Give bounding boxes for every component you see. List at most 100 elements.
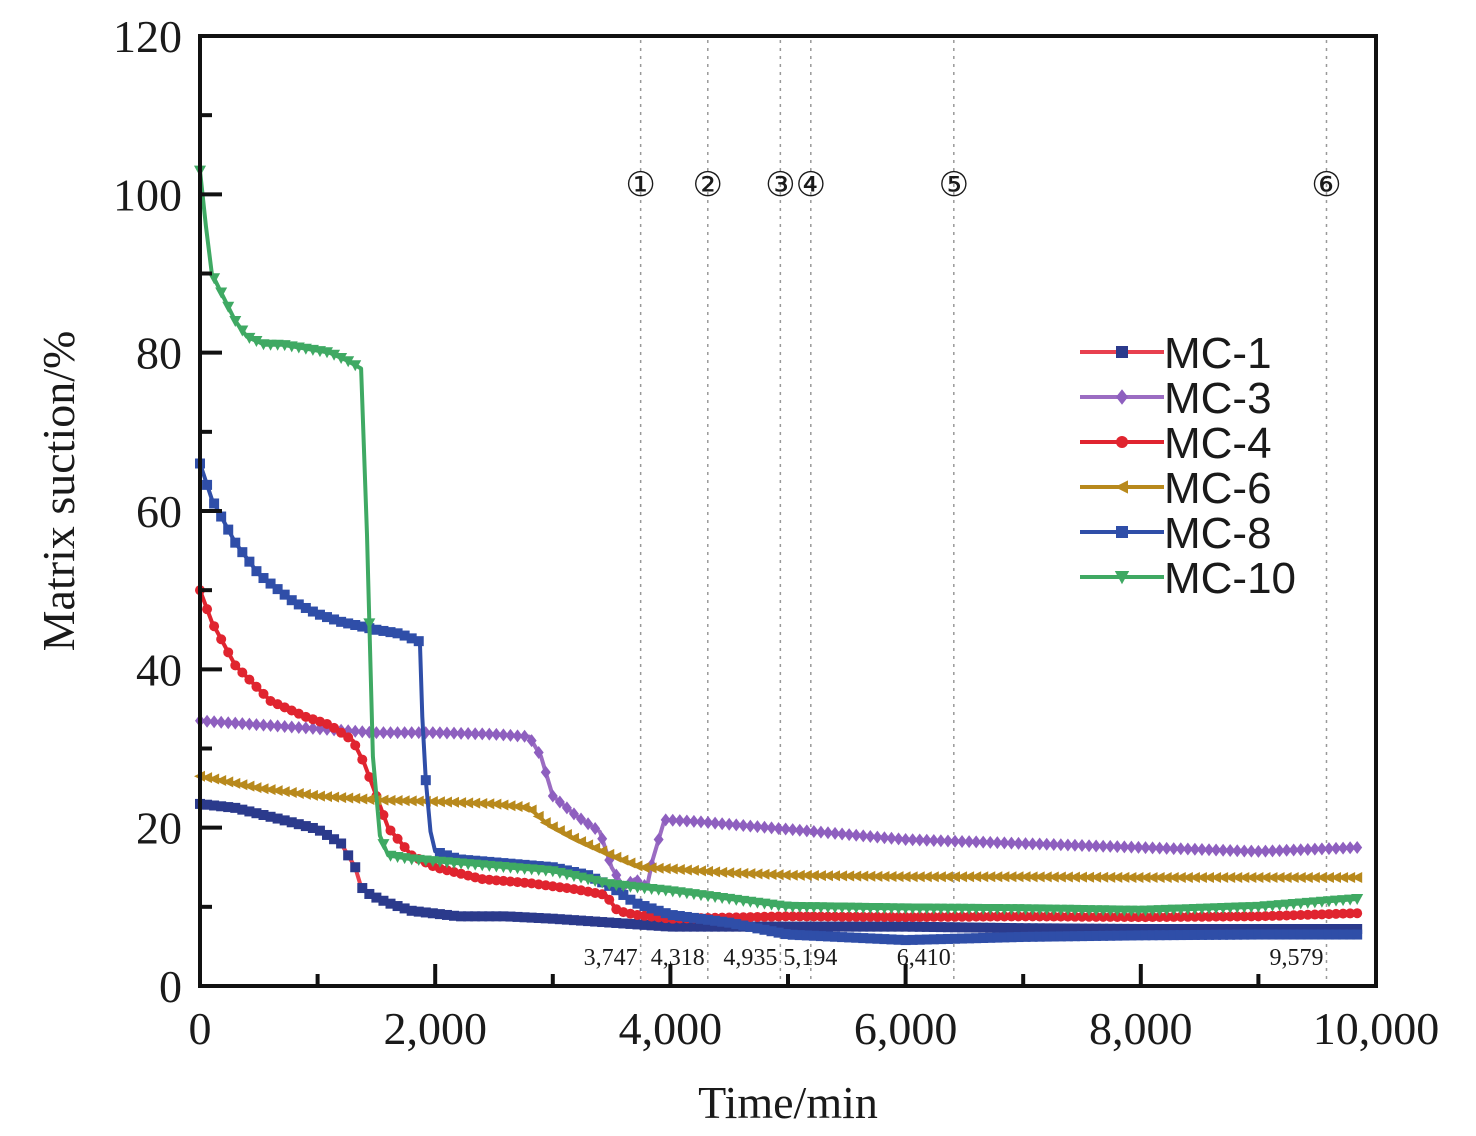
data-point: [886, 934, 897, 945]
data-point: [1338, 841, 1349, 855]
data-point: [237, 717, 248, 731]
data-point: [978, 932, 989, 943]
data-point: [1253, 911, 1264, 922]
data-point: [674, 921, 685, 932]
data-point: [1288, 929, 1299, 940]
data-point: [1252, 872, 1264, 884]
data-point: [759, 911, 770, 922]
data-point: [568, 915, 579, 926]
data-point: [822, 911, 833, 922]
data-point: [1323, 929, 1334, 940]
data-point: [1161, 930, 1172, 941]
data-point: [941, 871, 953, 883]
data-point: [399, 903, 410, 914]
data-point: [1309, 929, 1320, 940]
data-point: [1112, 911, 1123, 922]
data-point: [731, 919, 742, 930]
data-point: [470, 911, 481, 922]
data-point: [851, 932, 862, 943]
data-point: [1338, 929, 1349, 940]
data-point: [1211, 843, 1222, 857]
data-point: [1168, 842, 1179, 856]
data-point: [1232, 924, 1243, 934]
data-point: [229, 777, 241, 789]
data-point: [618, 918, 629, 929]
data-point: [1218, 929, 1229, 940]
data-point: [1211, 929, 1222, 940]
data-point: [885, 871, 897, 883]
data-point: [639, 919, 650, 930]
data-point: [1239, 929, 1250, 940]
data-point: [660, 908, 671, 919]
data-point: [1069, 838, 1080, 852]
data-point: [688, 814, 699, 828]
data-point: [1119, 923, 1130, 934]
data-point: [1288, 843, 1299, 857]
data-point: [237, 667, 248, 678]
data-point: [286, 817, 297, 828]
data-point: [1098, 923, 1109, 934]
data-point: [314, 609, 325, 620]
data-point: [858, 829, 869, 843]
data-point: [271, 785, 283, 797]
series-mc-4: [195, 585, 1363, 924]
data-point: [1246, 911, 1257, 922]
data-point: [1345, 841, 1356, 855]
data-point: [533, 745, 544, 759]
data-point: [1154, 924, 1165, 934]
data-point: [900, 921, 911, 932]
data-point: [350, 724, 361, 738]
data-point: [448, 796, 460, 808]
data-point: [1104, 871, 1116, 883]
data-point: [279, 815, 290, 826]
data-point: [1224, 872, 1236, 884]
data-point: [858, 933, 869, 944]
data-point: [611, 917, 622, 928]
data-point: [964, 922, 975, 933]
data-point: [1301, 872, 1313, 884]
data-point: [1077, 838, 1087, 852]
data-point: [1267, 844, 1278, 858]
data-point: [329, 722, 340, 733]
data-point: [343, 732, 354, 743]
data-point: [865, 921, 876, 932]
data-point: [1126, 923, 1137, 934]
data-point: [293, 720, 304, 734]
data-point: [807, 870, 819, 882]
data-point: [349, 360, 362, 372]
data-point: [836, 870, 848, 882]
data-point: [208, 273, 221, 285]
data-point: [427, 726, 438, 740]
data-point: [201, 772, 213, 784]
data-point: [1259, 872, 1271, 884]
data-point: [1105, 930, 1116, 941]
data-point: [893, 912, 904, 923]
legend-label: MC-1: [1164, 329, 1272, 378]
data-point: [434, 909, 445, 920]
data-point: [208, 773, 220, 785]
data-point: [970, 871, 982, 883]
data-point: [1316, 929, 1327, 940]
data-point: [264, 784, 276, 796]
data-point: [645, 862, 657, 874]
data-point: [469, 797, 481, 809]
data-point: [250, 782, 262, 794]
data-point: [1027, 931, 1038, 942]
data-point: [1274, 844, 1285, 858]
data-point: [300, 821, 311, 832]
legend-item: MC-8: [1080, 509, 1272, 558]
event-time-label: 4,318: [651, 945, 705, 971]
data-point: [914, 912, 925, 923]
data-point: [1019, 871, 1031, 883]
stage-marker: ①: [625, 167, 655, 204]
data-point: [1084, 923, 1095, 934]
data-point: [1204, 911, 1215, 922]
data-point: [625, 894, 636, 905]
data-point: [1238, 872, 1250, 884]
data-point: [1091, 930, 1102, 941]
data-point: [1027, 837, 1038, 851]
data-point: [378, 726, 389, 740]
data-point: [1196, 843, 1207, 857]
